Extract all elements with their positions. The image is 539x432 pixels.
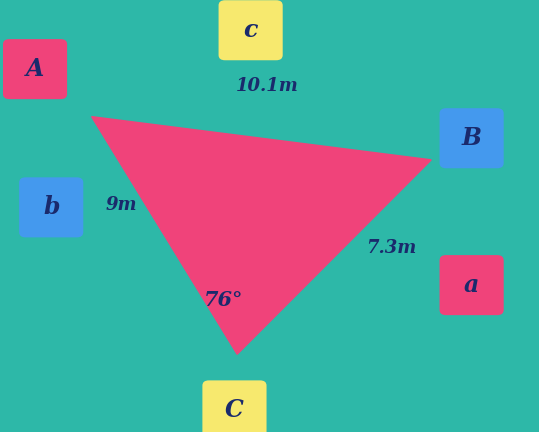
Text: a: a (464, 273, 479, 297)
FancyBboxPatch shape (219, 0, 282, 60)
FancyBboxPatch shape (3, 39, 67, 99)
Text: B: B (461, 126, 482, 150)
Polygon shape (92, 117, 431, 354)
FancyBboxPatch shape (440, 108, 503, 168)
FancyBboxPatch shape (19, 177, 83, 238)
Text: 10.1m: 10.1m (236, 77, 298, 95)
Text: 7.3m: 7.3m (365, 239, 416, 257)
Text: A: A (26, 57, 44, 81)
Text: b: b (43, 195, 59, 219)
Text: C: C (225, 398, 244, 422)
Text: c: c (244, 18, 258, 42)
FancyBboxPatch shape (440, 255, 503, 315)
Text: 9m: 9m (106, 196, 137, 214)
Text: 76°: 76° (204, 290, 244, 310)
FancyBboxPatch shape (203, 381, 267, 432)
